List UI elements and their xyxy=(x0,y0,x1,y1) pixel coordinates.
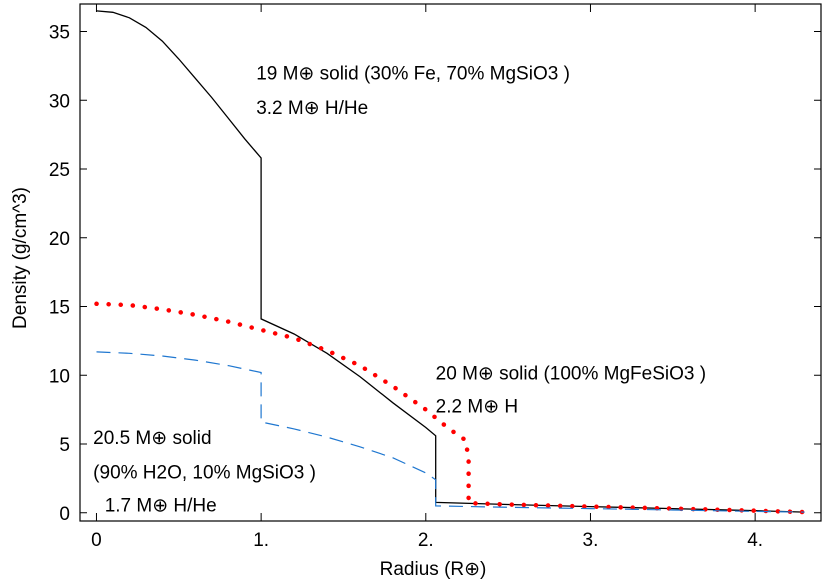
x-tick-label: 0 xyxy=(91,530,102,551)
x-axis: 0 1. 2. 3. 4. xyxy=(91,4,763,551)
x-tick-label: 1. xyxy=(253,530,269,551)
series-layer xyxy=(94,10,807,515)
annotation-text: 20 M⊕ solid (100% MgFeSiO3 ) xyxy=(436,363,706,384)
annotation-text: 20.5 M⊕ solid xyxy=(93,428,211,449)
y-tick-label: 30 xyxy=(49,91,70,112)
annotation-text: 3.2 M⊕ H/He xyxy=(256,98,368,119)
series-line-3 xyxy=(96,351,805,513)
y-tick-label: 10 xyxy=(49,366,70,387)
y-tick-label: 20 xyxy=(49,229,70,250)
annotation-layer: 19 M⊕ solid (30% Fe, 70% MgSiO3 ) 3.2 M⊕ … xyxy=(93,64,706,517)
y-axis-title: Density (g/cm^3) xyxy=(10,187,31,329)
y-axis: 0 5 10 15 20 25 30 35 xyxy=(49,23,821,525)
x-tick-label: 4. xyxy=(747,530,763,551)
annotation-text: 19 M⊕ solid (30% Fe, 70% MgSiO3 ) xyxy=(256,64,570,85)
y-tick-label: 35 xyxy=(49,23,70,44)
annotation-text: 2.2 M⊕ H xyxy=(436,396,518,417)
x-axis-title: Radius (R⊕) xyxy=(380,559,487,580)
y-tick-label: 5 xyxy=(59,435,70,456)
x-tick-label: 3. xyxy=(583,530,599,551)
y-tick-label: 15 xyxy=(49,298,70,319)
annotation-text: (90% H2O, 10% MgSiO3 ) xyxy=(93,462,316,483)
y-tick-label: 0 xyxy=(59,504,70,525)
plot-frame xyxy=(79,3,822,522)
y-tick-label: 25 xyxy=(49,160,70,181)
annotation-text: 1.7 M⊕ H/He xyxy=(105,495,217,516)
x-tick-label: 2. xyxy=(418,530,434,551)
series-line-2 xyxy=(94,301,807,515)
